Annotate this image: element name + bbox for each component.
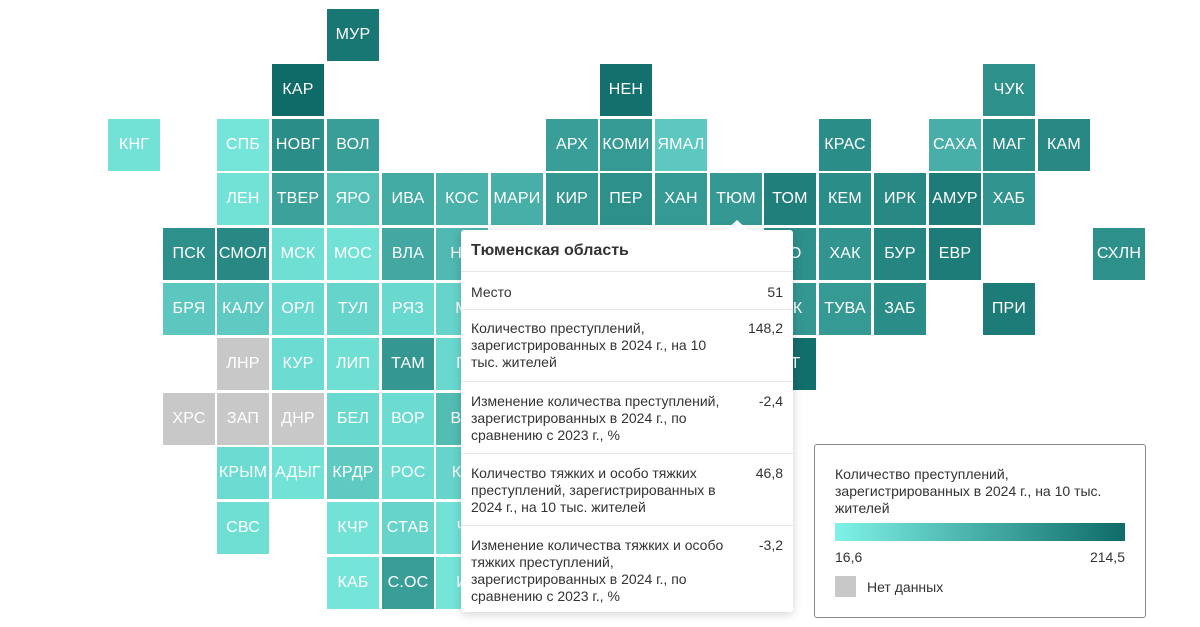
- tooltip-value: 46,8: [755, 465, 783, 481]
- region-tile-крас[interactable]: КРАС: [819, 119, 871, 171]
- region-tile-орл[interactable]: ОРЛ: [272, 283, 324, 335]
- region-tile-яро[interactable]: ЯРО: [327, 173, 379, 225]
- region-tile-смол[interactable]: СМОЛ: [217, 228, 269, 280]
- tooltip-row-rank: Место 51: [461, 272, 793, 310]
- legend-max-label: 214,5: [1089, 549, 1125, 565]
- legend-no-data-swatch: [835, 576, 856, 597]
- tooltip-row-grave-crimes: Количество тяжких и особо тяжких преступ…: [461, 454, 793, 526]
- region-tile-евр[interactable]: ЕВР: [929, 228, 981, 280]
- region-tile-бур[interactable]: БУР: [874, 228, 926, 280]
- region-tile-схлн[interactable]: СХЛН: [1093, 228, 1145, 280]
- region-tile-чук[interactable]: ЧУК: [983, 64, 1035, 116]
- region-tile-ива[interactable]: ИВА: [382, 173, 434, 225]
- tooltip-value: 51: [767, 284, 783, 300]
- region-tooltip: Тюменская область Место 51 Количество пр…: [461, 220, 793, 612]
- region-tile-бря[interactable]: БРЯ: [163, 283, 215, 335]
- region-tile-пер[interactable]: ПЕР: [600, 173, 652, 225]
- region-tile-лен[interactable]: ЛЕН: [217, 173, 269, 225]
- region-tile-рос[interactable]: РОС: [382, 447, 434, 499]
- region-tile-хан[interactable]: ХАН: [655, 173, 707, 225]
- region-tile-крдр[interactable]: КРДР: [327, 447, 379, 499]
- region-tile-кам[interactable]: КАМ: [1038, 119, 1090, 171]
- region-tile-ряз[interactable]: РЯЗ: [382, 283, 434, 335]
- region-tile-тул[interactable]: ТУЛ: [327, 283, 379, 335]
- tooltip-label: Изменение количества преступлений, зарег…: [471, 393, 720, 443]
- region-tile-кир[interactable]: КИР: [546, 173, 598, 225]
- region-tile-кнг[interactable]: КНГ: [108, 119, 160, 171]
- tooltip-label: Изменение количества тяжких и особо тяжк…: [471, 537, 724, 604]
- tooltip-row-crimes: Количество преступлений, зарегистрирован…: [461, 310, 793, 382]
- tooltip-label: Место: [471, 284, 512, 300]
- region-tile-хаб[interactable]: ХАБ: [983, 173, 1035, 225]
- region-tile-зап[interactable]: ЗАП: [217, 393, 269, 445]
- legend-min-label: 16,6: [835, 549, 863, 565]
- tooltip-value: 148,2: [747, 320, 783, 336]
- tooltip-label: Количество преступлений, зарегистрирован…: [471, 320, 707, 370]
- legend-no-data-label: Нет данных: [867, 579, 944, 595]
- tooltip-row-crimes-change: Изменение количества преступлений, зарег…: [461, 382, 793, 454]
- region-tile-днр[interactable]: ДНР: [272, 393, 324, 445]
- region-tile-кем[interactable]: КЕМ: [819, 173, 871, 225]
- region-tile-арх[interactable]: АРХ: [546, 119, 598, 171]
- region-tile-каб[interactable]: КАБ: [327, 557, 379, 609]
- tooltip-label: Количество тяжких и особо тяжких преступ…: [471, 465, 716, 515]
- region-tile-кар[interactable]: КАР: [272, 64, 324, 116]
- region-tile-кчр[interactable]: КЧР: [327, 502, 379, 554]
- region-tile-ямал[interactable]: ЯМАЛ: [655, 119, 707, 171]
- region-tile-пск[interactable]: ПСК: [163, 228, 215, 280]
- region-tile-крым[interactable]: КРЫМ: [217, 447, 269, 499]
- region-tile-хрс[interactable]: ХРС: [163, 393, 215, 445]
- region-tile-адыг[interactable]: АДЫГ: [272, 447, 324, 499]
- region-tile-вол[interactable]: ВОЛ: [327, 119, 379, 171]
- region-tile-там[interactable]: ТАМ: [382, 338, 434, 390]
- tooltip-title: Тюменская область: [461, 230, 793, 272]
- region-tile-мур[interactable]: МУР: [327, 9, 379, 61]
- region-tile-мос[interactable]: МОС: [327, 228, 379, 280]
- region-tile-лип[interactable]: ЛИП: [327, 338, 379, 390]
- region-tile-кур[interactable]: КУР: [272, 338, 324, 390]
- region-tile-калу[interactable]: КАЛУ: [217, 283, 269, 335]
- legend-gradient-bar: [835, 523, 1125, 541]
- legend-title: Количество преступлений, зарегистрирован…: [835, 466, 1102, 516]
- region-tile-с.ос[interactable]: С.ОС: [382, 557, 434, 609]
- tooltip-value: -2,4: [758, 393, 783, 409]
- region-tile-спб[interactable]: СПБ: [217, 119, 269, 171]
- region-tile-свс[interactable]: СВС: [217, 502, 269, 554]
- region-tile-тюм[interactable]: ТЮМ: [709, 172, 763, 226]
- region-tile-тува[interactable]: ТУВА: [819, 283, 871, 335]
- region-tile-нен[interactable]: НЕН: [600, 64, 652, 116]
- region-tile-хак[interactable]: ХАК: [819, 228, 871, 280]
- region-tile-маг[interactable]: МАГ: [983, 119, 1035, 171]
- region-tile-при[interactable]: ПРИ: [983, 283, 1035, 335]
- tooltip-pointer: [725, 220, 749, 231]
- region-tile-бел[interactable]: БЕЛ: [327, 393, 379, 445]
- tooltip-value: -3,2: [758, 537, 783, 553]
- region-tile-новг[interactable]: НОВГ: [272, 119, 324, 171]
- region-tile-ирк[interactable]: ИРК: [874, 173, 926, 225]
- region-tile-кос[interactable]: КОС: [436, 173, 488, 225]
- region-tile-лнр[interactable]: ЛНР: [217, 338, 269, 390]
- region-tile-амур[interactable]: АМУР: [929, 173, 981, 225]
- region-tile-вла[interactable]: ВЛА: [382, 228, 434, 280]
- region-tile-саха[interactable]: САХА: [929, 119, 981, 171]
- region-tile-вор[interactable]: ВОР: [382, 393, 434, 445]
- region-tile-коми[interactable]: КОМИ: [600, 119, 652, 171]
- region-tile-заб[interactable]: ЗАБ: [874, 283, 926, 335]
- color-legend: Количество преступлений, зарегистрирован…: [814, 444, 1146, 618]
- region-tile-мск[interactable]: МСК: [272, 228, 324, 280]
- tooltip-row-grave-crimes-change: Изменение количества тяжких и особо тяжк…: [461, 526, 793, 612]
- region-tile-твер[interactable]: ТВЕР: [272, 173, 324, 225]
- region-tile-став[interactable]: СТАВ: [382, 502, 434, 554]
- region-tile-том[interactable]: ТОМ: [764, 173, 816, 225]
- region-tile-мари[interactable]: МАРИ: [491, 173, 543, 225]
